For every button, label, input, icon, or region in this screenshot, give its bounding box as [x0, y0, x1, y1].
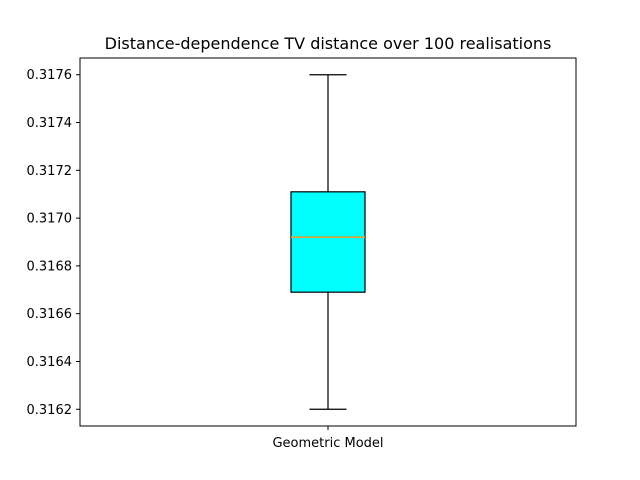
y-tick-label: 0.3172 — [27, 164, 73, 179]
chart-title: Distance-dependence TV distance over 100… — [105, 34, 552, 53]
y-tick-label: 0.3168 — [27, 259, 73, 274]
x-axis: Geometric Model — [272, 426, 384, 451]
iqr-box — [290, 191, 366, 293]
y-tick-label: 0.3164 — [27, 355, 73, 370]
boxes — [290, 74, 366, 410]
y-tick-label: 0.3166 — [27, 307, 73, 322]
plot-frame — [79, 57, 577, 427]
box-group — [290, 74, 366, 410]
y-tick-label: 0.3174 — [27, 116, 73, 131]
y-axis: 0.3162 0.3164 0.3166 0.3168 0.3170 0.3172 0.31… — [27, 68, 80, 418]
y-tick-label: 0.3176 — [27, 68, 73, 83]
x-tick-label: Geometric Model — [272, 436, 383, 451]
y-tick-label: 0.3162 — [27, 403, 73, 418]
y-tick-label: 0.3170 — [27, 212, 73, 227]
